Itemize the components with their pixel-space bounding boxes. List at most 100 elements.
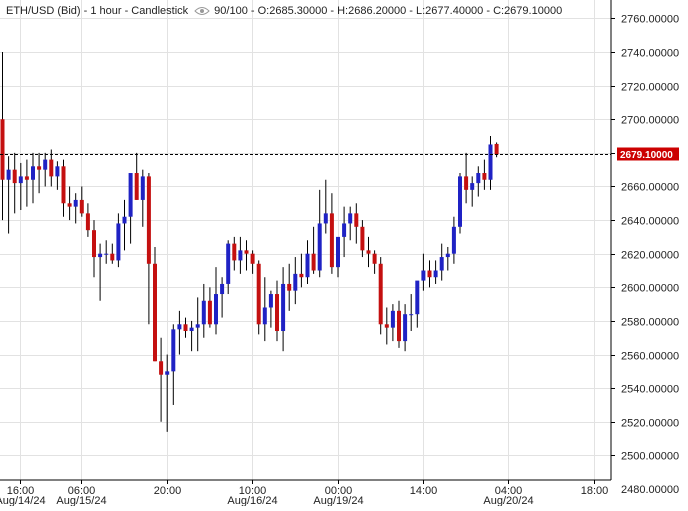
candle-up[interactable]	[317, 223, 322, 271]
candle-up[interactable]	[342, 223, 347, 237]
candle-up[interactable]	[458, 176, 462, 227]
candle-up[interactable]	[73, 199, 78, 207]
candle-up[interactable]	[226, 243, 231, 284]
candle-down[interactable]	[366, 250, 371, 254]
candle-up[interactable]	[195, 324, 200, 328]
y-tick-label: 2720.00000	[621, 82, 679, 94]
x-tick-time: 16:00	[7, 485, 35, 497]
candle-up[interactable]	[31, 166, 35, 180]
candle-up[interactable]	[189, 327, 194, 332]
candle-down[interactable]	[24, 176, 29, 180]
candle-down[interactable]	[287, 283, 292, 291]
candle-up[interactable]	[220, 283, 225, 295]
candle-up[interactable]	[116, 223, 121, 261]
candle-down[interactable]	[482, 173, 487, 180]
candle-down[interactable]	[134, 173, 139, 200]
x-tick-time: 14:00	[410, 485, 438, 497]
candle-down[interactable]	[384, 324, 389, 328]
candle-down[interactable]	[49, 159, 54, 177]
candle-up[interactable]	[403, 314, 408, 342]
candle-up[interactable]	[201, 300, 206, 325]
candle-down[interactable]	[372, 253, 377, 264]
x-tick-date: Aug/19/24	[313, 495, 363, 506]
candle-up[interactable]	[293, 273, 298, 291]
candle-up[interactable]	[323, 213, 328, 224]
candle-up[interactable]	[55, 166, 60, 177]
x-tick-time: 18:00	[581, 485, 609, 497]
current-price-text: 2679.10000	[620, 150, 673, 161]
candle-down[interactable]	[378, 263, 383, 325]
grid-lines	[0, 0, 611, 480]
candle-up[interactable]	[122, 216, 127, 224]
visible-count: 90/100	[214, 5, 248, 17]
candle-down[interactable]	[275, 294, 279, 332]
candle-up[interactable]	[348, 213, 353, 224]
x-tick-time: 00:00	[325, 485, 353, 497]
plot-area[interactable]	[0, 0, 611, 480]
candle-up[interactable]	[214, 294, 218, 325]
y-tick-label: 2700.00000	[621, 115, 679, 127]
candle-up[interactable]	[281, 283, 286, 332]
candle-down[interactable]	[311, 253, 316, 271]
candle-down[interactable]	[354, 213, 359, 227]
candle-up[interactable]	[238, 250, 243, 261]
candle-up[interactable]	[439, 257, 444, 271]
candle-down[interactable]	[92, 230, 96, 258]
candle-down[interactable]	[329, 213, 334, 268]
candle-up[interactable]	[171, 329, 176, 372]
candle-down[interactable]	[207, 300, 212, 325]
candle-up[interactable]	[104, 253, 109, 255]
eye-icon[interactable]	[194, 6, 210, 16]
candle-down[interactable]	[110, 253, 115, 261]
candle-down[interactable]	[12, 169, 17, 184]
candle-down[interactable]	[146, 176, 151, 264]
candle-up[interactable]	[165, 371, 170, 375]
candle-up[interactable]	[488, 144, 493, 180]
candle-up[interactable]	[390, 310, 395, 328]
ohlc-values: - O:2685.30000 - H:2686.20000 - L:2677.4…	[250, 5, 563, 17]
candle-up[interactable]	[470, 183, 475, 190]
candle-down[interactable]	[244, 250, 249, 254]
candle-up[interactable]	[451, 226, 456, 254]
candle-down[interactable]	[61, 166, 66, 204]
candle-down[interactable]	[397, 310, 401, 342]
candle-up[interactable]	[268, 294, 273, 308]
candle-down[interactable]	[153, 263, 157, 362]
chart-header: ETH/USD (Bid) - 1 hour - Candlestick 90/…	[6, 4, 562, 18]
candle-up[interactable]	[177, 324, 182, 330]
candle-up[interactable]	[6, 169, 11, 180]
candle-down[interactable]	[159, 361, 164, 375]
candle-up[interactable]	[305, 253, 310, 278]
candle-down[interactable]	[250, 253, 255, 264]
y-tick-label: 2500.00000	[621, 451, 679, 463]
candle-up[interactable]	[476, 173, 481, 184]
candle-down[interactable]	[256, 263, 261, 325]
candle-down[interactable]	[37, 166, 42, 170]
candle-down[interactable]	[183, 324, 188, 332]
candle-up[interactable]	[421, 270, 426, 281]
candle-up[interactable]	[433, 270, 438, 278]
candle-down[interactable]	[67, 203, 72, 207]
candle-up[interactable]	[262, 307, 267, 325]
candle-down[interactable]	[464, 176, 469, 190]
candle-down[interactable]	[0, 119, 5, 180]
candle-up[interactable]	[128, 173, 133, 217]
candle-down[interactable]	[494, 143, 499, 155]
candle-down[interactable]	[427, 270, 432, 278]
candle-down[interactable]	[85, 213, 90, 231]
candle-up[interactable]	[409, 314, 414, 316]
candle-up[interactable]	[336, 236, 340, 268]
candle-down[interactable]	[360, 226, 365, 251]
candle-up[interactable]	[445, 253, 450, 258]
candle-down[interactable]	[79, 199, 84, 214]
candle-down[interactable]	[232, 243, 237, 261]
candle-up[interactable]	[140, 176, 145, 200]
candle-up[interactable]	[43, 159, 48, 170]
candle-up[interactable]	[98, 253, 103, 258]
candle-down[interactable]	[299, 273, 304, 278]
candle-up[interactable]	[415, 280, 420, 315]
candle-up[interactable]	[18, 176, 23, 184]
